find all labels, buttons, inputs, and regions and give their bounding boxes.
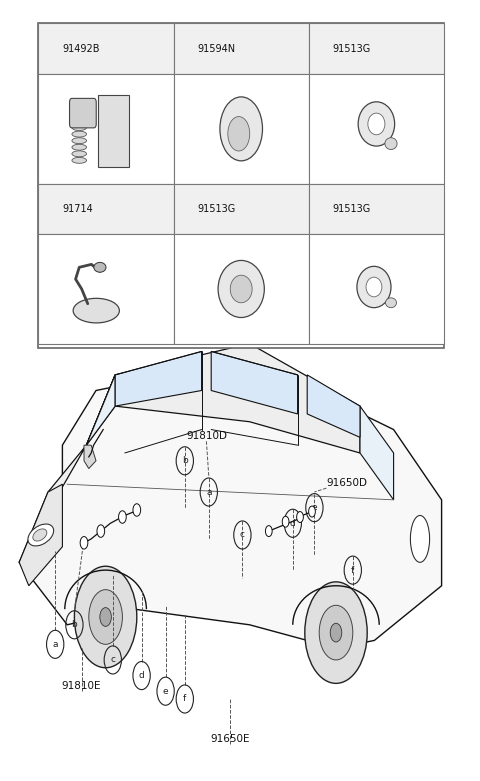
Ellipse shape	[33, 529, 47, 541]
Text: 91714: 91714	[62, 204, 93, 214]
Ellipse shape	[366, 277, 382, 297]
FancyBboxPatch shape	[38, 23, 174, 74]
Ellipse shape	[220, 97, 263, 161]
Text: b: b	[183, 45, 189, 53]
FancyBboxPatch shape	[38, 23, 444, 348]
Text: d: d	[290, 519, 296, 528]
Text: f: f	[183, 694, 186, 704]
Ellipse shape	[230, 275, 252, 303]
Circle shape	[330, 623, 342, 642]
Circle shape	[119, 511, 126, 523]
Circle shape	[97, 525, 105, 537]
Circle shape	[133, 504, 141, 516]
Circle shape	[319, 605, 353, 660]
Text: 91513G: 91513G	[333, 204, 371, 214]
Ellipse shape	[218, 260, 264, 318]
Ellipse shape	[358, 102, 395, 146]
Circle shape	[80, 537, 88, 549]
Ellipse shape	[73, 298, 120, 323]
Text: a: a	[52, 640, 58, 649]
Ellipse shape	[385, 137, 397, 149]
FancyBboxPatch shape	[174, 234, 309, 344]
Ellipse shape	[357, 266, 391, 308]
Ellipse shape	[368, 113, 385, 135]
Polygon shape	[115, 351, 202, 406]
FancyBboxPatch shape	[38, 234, 174, 344]
Circle shape	[89, 590, 122, 644]
Ellipse shape	[410, 515, 430, 562]
Circle shape	[282, 516, 289, 527]
Text: 91513G: 91513G	[333, 44, 371, 54]
FancyBboxPatch shape	[309, 23, 444, 74]
Text: e: e	[312, 503, 317, 512]
Circle shape	[297, 512, 303, 522]
Polygon shape	[360, 406, 394, 500]
Text: 91594N: 91594N	[198, 44, 236, 54]
Circle shape	[265, 526, 272, 537]
Text: 91492B: 91492B	[62, 44, 100, 54]
Ellipse shape	[72, 137, 86, 144]
FancyBboxPatch shape	[309, 234, 444, 344]
Text: b: b	[182, 456, 188, 465]
Circle shape	[305, 582, 367, 683]
Polygon shape	[86, 375, 115, 445]
Polygon shape	[84, 445, 96, 469]
Polygon shape	[19, 359, 442, 648]
Ellipse shape	[72, 144, 86, 150]
FancyBboxPatch shape	[38, 74, 174, 184]
Text: 91650E: 91650E	[211, 734, 250, 744]
Text: e: e	[183, 205, 189, 213]
FancyBboxPatch shape	[309, 184, 444, 234]
Ellipse shape	[72, 151, 86, 157]
FancyBboxPatch shape	[174, 184, 309, 234]
Polygon shape	[307, 375, 360, 437]
Text: c: c	[318, 45, 324, 53]
FancyBboxPatch shape	[174, 74, 309, 184]
Ellipse shape	[72, 158, 86, 163]
Ellipse shape	[385, 298, 396, 308]
Ellipse shape	[228, 116, 250, 151]
Text: 91810E: 91810E	[62, 681, 101, 691]
FancyBboxPatch shape	[174, 23, 309, 74]
Polygon shape	[19, 375, 115, 562]
Ellipse shape	[28, 524, 54, 546]
Polygon shape	[211, 351, 298, 414]
Text: d: d	[48, 205, 53, 213]
Ellipse shape	[94, 262, 106, 273]
Text: 91513G: 91513G	[198, 204, 236, 214]
Text: c: c	[110, 655, 115, 665]
Text: e: e	[163, 686, 168, 696]
Ellipse shape	[72, 131, 86, 137]
FancyBboxPatch shape	[97, 95, 129, 167]
Polygon shape	[19, 484, 62, 586]
Circle shape	[100, 608, 111, 626]
Circle shape	[309, 506, 315, 517]
Text: b: b	[72, 620, 77, 629]
Text: c: c	[240, 530, 245, 540]
FancyBboxPatch shape	[70, 98, 96, 128]
FancyBboxPatch shape	[38, 184, 174, 234]
Ellipse shape	[72, 125, 86, 130]
FancyBboxPatch shape	[309, 74, 444, 184]
Text: 91650D: 91650D	[326, 478, 367, 488]
Text: f: f	[319, 205, 323, 213]
Text: 91810D: 91810D	[186, 431, 227, 441]
Text: f: f	[351, 565, 354, 575]
Text: a: a	[206, 487, 212, 497]
Circle shape	[74, 566, 137, 668]
Polygon shape	[86, 344, 360, 453]
Text: a: a	[48, 45, 53, 53]
Text: d: d	[139, 671, 144, 680]
